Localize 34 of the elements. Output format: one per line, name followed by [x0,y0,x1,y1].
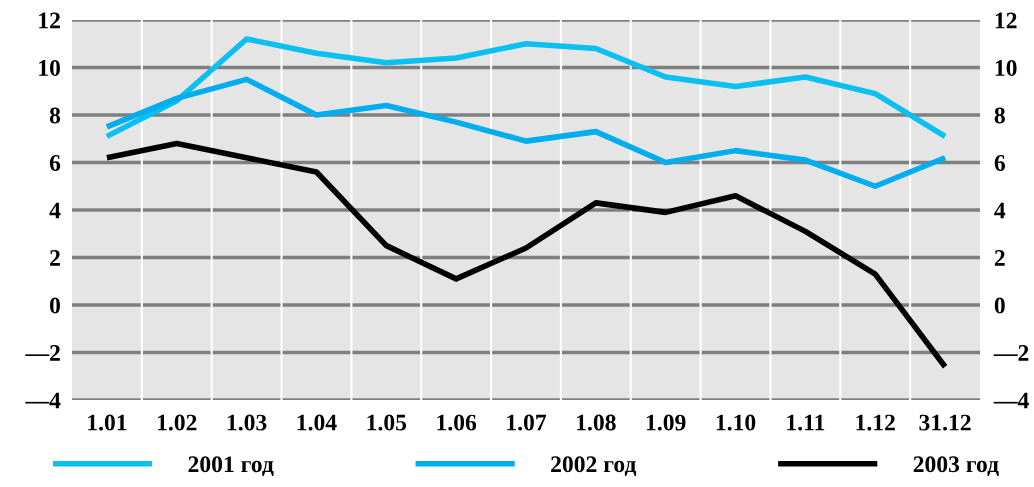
x-tick-label: 1.11 [787,414,825,431]
x-tick-label: 1.01 [88,414,127,431]
y-tick-label: 0 [49,297,60,314]
legend-label: 2003 год [913,456,999,477]
y-tick-label: 8 [49,107,61,124]
y2-tick-label: —2 [993,345,1029,361]
y-tick-label: —4 [25,392,61,409]
y-tick-label: 12 [39,12,60,29]
y2-tick-label: 0 [994,297,1005,314]
x-tick-label: 1.10 [716,414,756,431]
x-tick-label: 1.03 [227,414,267,431]
x-tick-label: 1.09 [646,414,686,431]
y-tick-label: 10 [39,59,60,76]
y2-tick-label: 10 [995,59,1017,76]
x-tick-label: 1.08 [577,414,616,431]
legend-label: 2002 год [551,456,637,477]
y-tick-label: 4 [49,202,61,219]
y2-tick-label: 8 [994,107,1005,124]
x-tick-label: 1.12 [856,414,895,431]
x-tick-label: 1.04 [297,414,337,431]
legend-label: 2001 год [188,456,274,477]
y-tick-label: —2 [25,345,60,361]
y2-tick-label: 4 [994,202,1006,219]
y-tick-label: 6 [49,155,61,171]
y2-tick-label: 2 [994,250,1005,266]
y2-tick-label: 12 [995,12,1017,29]
y-tick-label: 2 [50,250,60,266]
x-tick-label: 1.05 [367,414,407,431]
y2-tick-label: 6 [994,155,1005,171]
x-tick-label: 31.12 [919,414,971,431]
x-tick-label: 1.07 [507,414,547,431]
x-tick-label: 1.02 [158,414,197,431]
y2-tick-label: —4 [993,392,1029,409]
x-tick-label: 1.06 [437,414,477,431]
